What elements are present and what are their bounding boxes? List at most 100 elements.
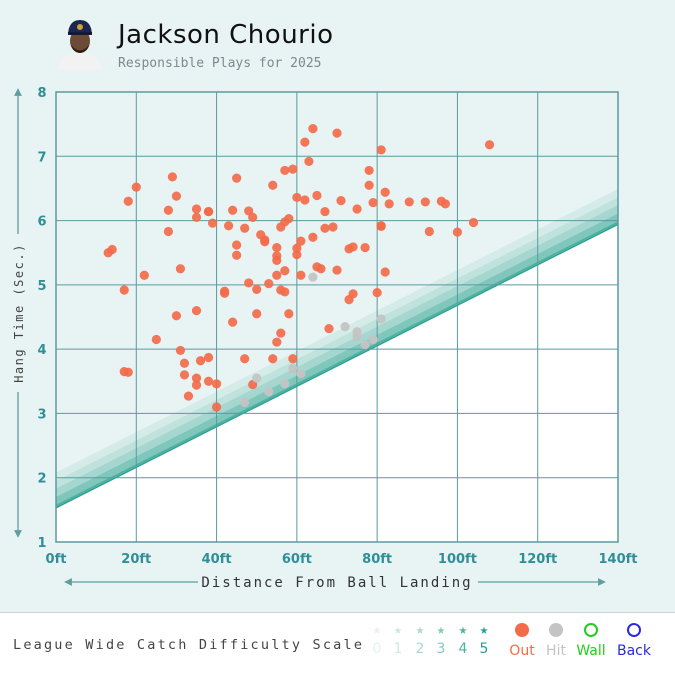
out-point	[191, 204, 202, 214]
player-avatar	[52, 14, 108, 70]
out-point	[288, 164, 298, 174]
out-point	[252, 309, 262, 319]
out-point	[203, 206, 214, 217]
hit-point	[352, 331, 362, 341]
out-point	[139, 270, 149, 280]
out-point	[268, 354, 278, 364]
out-point	[171, 191, 182, 201]
out-point	[167, 172, 178, 182]
out-point	[240, 354, 250, 364]
out-point	[372, 287, 382, 298]
scale-item-5: ★ 5	[474, 623, 494, 657]
out-point	[420, 197, 430, 207]
legend-key-label: Wall	[576, 643, 606, 659]
out-point	[272, 242, 282, 253]
out-point	[183, 391, 194, 401]
scale-level: 4	[458, 641, 468, 657]
out-point	[364, 180, 374, 190]
star-icon: ★	[415, 622, 425, 638]
out-point	[107, 244, 117, 255]
out-point	[468, 217, 479, 228]
out-point	[203, 376, 214, 386]
out-point	[191, 212, 202, 222]
y-tick-label: 3	[37, 407, 46, 422]
out-point	[240, 223, 250, 233]
legend-key-hit: Hit	[536, 623, 576, 659]
hit-point	[376, 314, 386, 324]
out-point	[384, 199, 394, 209]
back-marker-icon	[627, 623, 641, 637]
legend-key-out: Out	[502, 623, 542, 659]
star-icon: ★	[393, 622, 403, 638]
hit-point	[296, 368, 306, 379]
legend-bar: League Wide Catch Difficulty Scale ★ 0 ★…	[0, 612, 675, 676]
out-point	[380, 187, 390, 197]
cap-logo-icon	[77, 24, 83, 30]
hit-point	[308, 272, 318, 282]
hit-point	[240, 397, 250, 408]
x-axis-ticks: 0ft 20ft 40ft 60ft 80ft 100ft 120ft 140ft	[46, 552, 638, 567]
x-tick-label: 120ft	[518, 552, 557, 567]
x-tick-label: 20ft	[121, 552, 151, 567]
out-point	[288, 354, 298, 364]
y-axis-label: Hang Time (Sec.)	[12, 243, 26, 383]
out-point	[280, 165, 290, 176]
scale-level: 0	[372, 641, 382, 657]
out-point	[211, 379, 222, 389]
out-point	[163, 226, 173, 237]
hit-marker-icon	[549, 623, 563, 637]
legend-key-label: Out	[509, 643, 535, 659]
hit-point	[368, 334, 378, 345]
star-icon: ★	[372, 622, 382, 638]
out-point	[179, 370, 190, 380]
chart-card: Jackson Chourio Responsible Plays for 20…	[0, 0, 675, 612]
y-axis-label-background	[8, 234, 28, 392]
legend-key-label: Back	[617, 643, 651, 659]
plot-border	[55, 91, 619, 543]
out-point	[175, 345, 186, 356]
out-point	[404, 197, 414, 207]
out-point	[228, 205, 238, 215]
out-point	[336, 196, 346, 206]
scale-item-3: ★ 3	[431, 623, 451, 657]
hit-point	[360, 340, 370, 350]
scale-level: 2	[415, 641, 425, 657]
out-point	[320, 223, 330, 233]
hit-point	[252, 373, 262, 383]
out-point	[300, 137, 310, 147]
out-point	[424, 226, 434, 237]
out-point	[280, 266, 290, 276]
out-point	[352, 204, 362, 214]
out-point	[131, 182, 141, 192]
out-point	[304, 156, 314, 167]
out-marker-icon	[515, 623, 529, 637]
out-point	[211, 402, 222, 412]
out-point	[348, 289, 358, 299]
out-point	[284, 309, 294, 319]
out-point	[348, 242, 358, 252]
out-point	[380, 267, 390, 277]
out-point	[232, 250, 242, 260]
wall-marker-icon	[584, 623, 598, 637]
hit-point	[264, 386, 274, 397]
out-point	[260, 237, 270, 247]
x-axis-label-background	[198, 571, 478, 593]
out-point	[272, 270, 282, 280]
out-point	[308, 124, 318, 134]
y-axis-ticks: 1 2 3 4 5 6 7 8	[37, 86, 46, 551]
data-points	[103, 124, 495, 412]
avatar-cap-brim	[68, 32, 92, 35]
hit-point	[288, 363, 298, 374]
out-point	[324, 323, 334, 334]
x-tick-label: 40ft	[202, 552, 232, 567]
out-point	[328, 222, 338, 232]
out-point	[272, 255, 282, 266]
out-point	[244, 278, 254, 288]
hit-point	[280, 379, 290, 389]
x-tick-label: 60ft	[282, 552, 312, 567]
page-subtitle: Responsible Plays for 2025	[118, 56, 322, 71]
out-point	[332, 128, 342, 138]
star-icon: ★	[436, 622, 446, 638]
out-point	[191, 305, 202, 316]
out-point	[376, 221, 386, 231]
